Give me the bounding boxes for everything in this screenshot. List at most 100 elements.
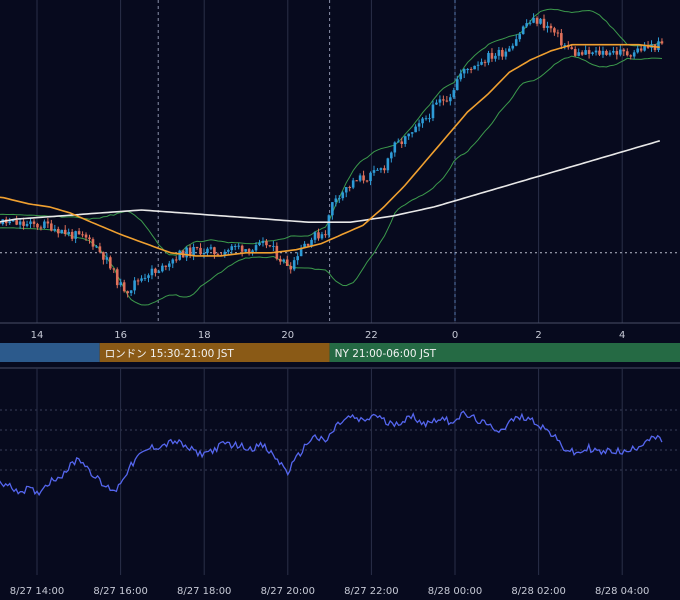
candle-31	[84, 232, 88, 241]
candle-body-167	[556, 32, 560, 34]
candle-62	[192, 243, 195, 261]
candle-163	[542, 14, 546, 31]
candle-body-131	[431, 104, 435, 119]
candle-body-98	[317, 232, 320, 239]
candle-143	[473, 65, 476, 70]
candle-157	[521, 25, 525, 35]
candle-body-138	[455, 79, 459, 91]
candle-body-78	[247, 249, 251, 254]
candle-77	[244, 249, 247, 253]
candle-172	[573, 46, 577, 57]
price-tick-label-7: 4	[619, 330, 625, 341]
price-tick-label-6: 2	[535, 330, 541, 341]
candle-74	[233, 244, 237, 251]
candle-body-32	[88, 237, 91, 240]
candle-17	[36, 222, 39, 230]
candle-54	[164, 265, 168, 271]
candle-167	[556, 29, 560, 38]
candle-body-91	[292, 260, 296, 270]
candle-146	[483, 59, 487, 67]
candle-body-185	[619, 49, 622, 55]
candle-body-65	[202, 252, 206, 255]
candle-body-36	[102, 252, 105, 260]
session-label-1: ロンドン 15:30-21:00 JST	[105, 348, 235, 360]
candle-103	[334, 195, 338, 207]
candle-body-12	[18, 221, 22, 225]
candle-58	[178, 249, 182, 261]
candle-183	[612, 46, 615, 55]
candle-body-102	[331, 202, 334, 216]
candle-body-122	[400, 141, 404, 145]
candle-body-183	[612, 51, 615, 53]
candle-body-54	[164, 265, 168, 267]
candle-21	[50, 219, 53, 232]
candle-82	[261, 237, 265, 247]
candle-body-152	[504, 51, 508, 57]
candle-33	[91, 237, 95, 250]
candle-118	[386, 157, 390, 174]
candle-body-33	[91, 239, 95, 247]
candle-body-71	[223, 251, 227, 256]
candle-body-82	[261, 241, 265, 243]
candle-body-75	[237, 245, 240, 247]
oscillator-tick-label-4: 8/27 22:00	[344, 586, 398, 597]
moving-average-short	[0, 43, 660, 257]
candle-body-24	[60, 229, 64, 234]
candle-174	[580, 50, 584, 56]
candle-9	[8, 217, 12, 225]
oscillator-line	[0, 410, 663, 497]
candle-44	[129, 290, 133, 296]
price-time-axis: 14 16 18 20 22 0 2 4	[31, 330, 626, 341]
candle-body-16	[32, 221, 36, 224]
candle-129	[424, 115, 428, 121]
candle-51	[154, 267, 157, 277]
candle-156	[518, 31, 522, 42]
candle-body-180	[601, 50, 605, 55]
session-2: NY 21:00-06:00 JST	[329, 343, 680, 362]
candle-120	[393, 141, 397, 157]
candlesticks	[0, 13, 664, 298]
price-tick-label-1: 16	[114, 330, 127, 341]
candle-136	[449, 93, 452, 106]
moving-averages	[0, 43, 661, 257]
candle-11	[15, 215, 18, 226]
candle-145	[480, 58, 483, 66]
candle-body-159	[528, 22, 532, 24]
candle-body-79	[251, 250, 254, 254]
candle-body-23	[56, 228, 60, 234]
candle-body-149	[494, 55, 497, 59]
candle-body-76	[240, 245, 244, 252]
candle-16	[32, 219, 36, 228]
candle-138	[455, 75, 459, 91]
candle-6	[0, 221, 1, 225]
candle-body-169	[563, 45, 567, 47]
candle-body-56	[171, 259, 175, 264]
candle-body-148	[490, 52, 494, 59]
candle-26	[67, 228, 70, 237]
session-band-2	[329, 343, 680, 362]
candle-109	[355, 179, 358, 182]
candle-83	[265, 238, 268, 249]
candle-27	[70, 229, 74, 242]
candle-66	[206, 247, 209, 257]
candle-body-139	[459, 73, 463, 80]
candle-184	[615, 46, 619, 60]
candle-body-13	[22, 221, 25, 226]
candle-body-46	[136, 280, 140, 282]
candle-body-30	[81, 234, 84, 236]
candle-body-140	[462, 69, 466, 74]
candle-46	[136, 278, 140, 286]
candle-110	[358, 173, 362, 183]
candle-149	[494, 53, 497, 62]
candle-body-157	[521, 26, 525, 35]
moving-average-long	[0, 140, 661, 223]
candle-111	[362, 170, 365, 184]
candle-107	[348, 185, 352, 192]
candle-105	[341, 191, 345, 201]
candle-body-154	[511, 45, 515, 49]
candle-197	[660, 38, 664, 45]
candle-113	[369, 171, 372, 186]
candle-body-21	[50, 223, 53, 231]
candle-73	[230, 243, 234, 255]
candle-body-104	[337, 198, 341, 200]
